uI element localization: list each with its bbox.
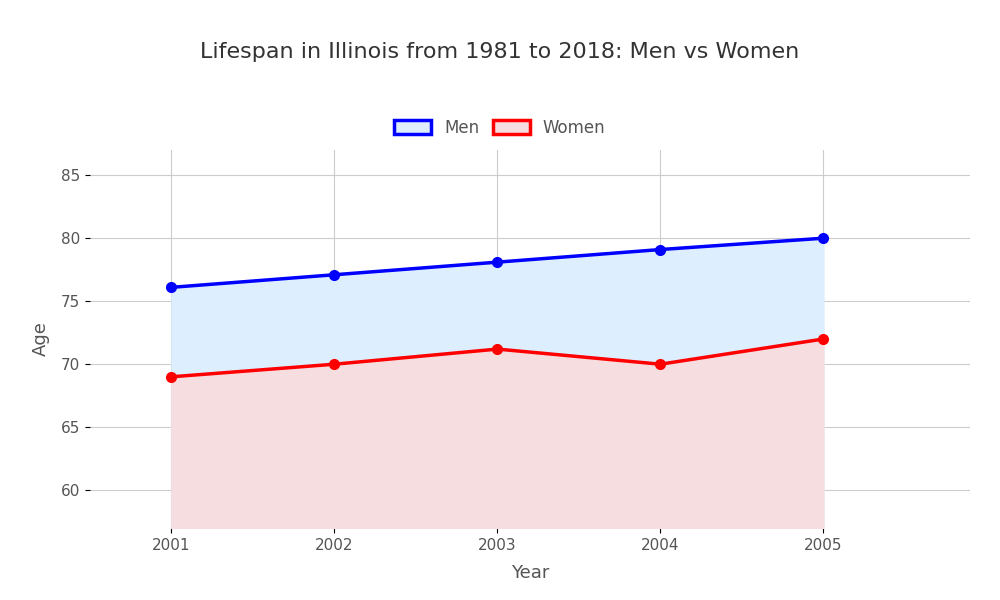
Legend: Men, Women: Men, Women (386, 110, 614, 145)
Y-axis label: Age: Age (32, 322, 50, 356)
Text: Lifespan in Illinois from 1981 to 2018: Men vs Women: Lifespan in Illinois from 1981 to 2018: … (200, 42, 800, 62)
X-axis label: Year: Year (511, 564, 549, 582)
